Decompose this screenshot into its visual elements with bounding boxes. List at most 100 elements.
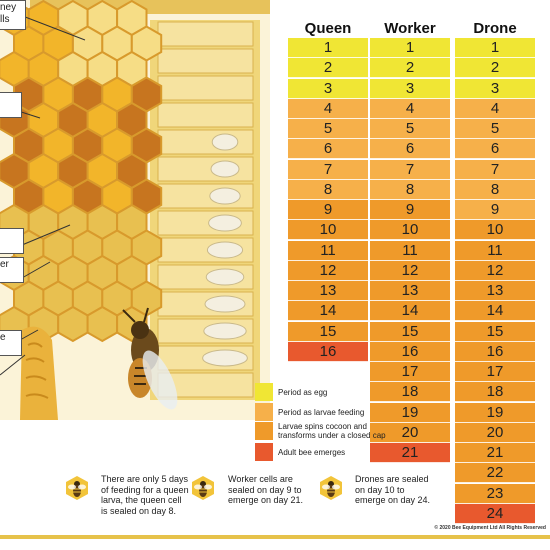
honeycomb-illustration xyxy=(0,0,270,420)
comb-side-section xyxy=(150,20,260,400)
queen-day-cell: 4 xyxy=(288,98,368,119)
drone-day-cell: 15 xyxy=(455,321,535,342)
drone-day-cell: 12 xyxy=(455,260,535,281)
larva-shape xyxy=(203,322,247,340)
drone-day-cell: 18 xyxy=(455,382,535,403)
hex-cell xyxy=(86,305,119,343)
legend-label-cocoon: Larvae spins cocoon and transforms under… xyxy=(278,422,386,440)
queen-day-cell: 12 xyxy=(288,260,368,281)
drone-day-cell: 4 xyxy=(455,98,535,119)
hex-cell xyxy=(57,305,89,343)
drone-day-cell: 1 xyxy=(455,38,535,58)
queen-bee-icon xyxy=(66,476,88,500)
worker-day-cell: 4 xyxy=(370,98,450,119)
drone-day-cell: 5 xyxy=(455,119,535,139)
column-title-queen: Queen xyxy=(304,20,352,37)
drone-day-cell: 3 xyxy=(455,78,535,99)
legend-swatch-larva xyxy=(255,403,273,421)
column-title-worker: Worker xyxy=(384,20,436,37)
queen-day-cell: 14 xyxy=(288,301,368,322)
drone-day-cell: 14 xyxy=(455,301,535,322)
queen-day-cell: 11 xyxy=(288,240,368,261)
queen-day-cell: 1 xyxy=(288,38,368,58)
worker-bee-icon xyxy=(192,476,214,500)
queen-day-cell: 9 xyxy=(288,200,368,220)
worker-day-cell: 8 xyxy=(370,179,450,200)
legend-label-egg: Period as egg xyxy=(278,388,328,397)
larva-shape xyxy=(210,160,240,178)
queen-day-cell: 8 xyxy=(288,179,368,200)
queen-day-cell: 5 xyxy=(288,119,368,139)
note-text: Worker cells are sealed on day 9 to emer… xyxy=(228,474,304,505)
drone-day-cell: 8 xyxy=(455,179,535,200)
worker-day-cell: 6 xyxy=(370,139,450,160)
worker-day-cell: 7 xyxy=(370,159,450,180)
callout-honey-cells: ney lls xyxy=(0,0,26,30)
drone-day-cell: 24 xyxy=(455,503,535,524)
legend-swatch-egg xyxy=(255,383,273,401)
callout-leader-3 xyxy=(21,224,71,246)
worker-day-cell: 9 xyxy=(370,200,450,220)
bee-icon xyxy=(122,307,178,410)
worker-day-cell: 18 xyxy=(370,382,450,403)
callout-box-3 xyxy=(0,228,24,254)
queen-day-cell: 2 xyxy=(288,58,368,79)
worker-day-cell: 20 xyxy=(370,422,450,443)
queen-day-cell: 15 xyxy=(288,321,368,342)
side-cell xyxy=(157,48,254,74)
worker-day-cell: 17 xyxy=(370,362,450,382)
worker-day-cell: 11 xyxy=(370,240,450,261)
hex-cells xyxy=(0,0,163,343)
drone-day-cell: 17 xyxy=(455,362,535,382)
queen-day-cell: 13 xyxy=(288,281,368,301)
worker-day-cell: 15 xyxy=(370,321,450,342)
side-cell xyxy=(157,129,254,155)
legend-swatch-cocoon xyxy=(255,422,273,440)
worker-day-cell: 10 xyxy=(370,220,450,241)
bottom-bar xyxy=(0,535,550,539)
queen-day-cell: 3 xyxy=(288,78,368,99)
drone-day-cell: 6 xyxy=(455,139,535,160)
worker-day-cell: 13 xyxy=(370,281,450,301)
callout-leader-6 xyxy=(0,354,26,376)
queen-day-cell: 6 xyxy=(288,139,368,160)
side-cell xyxy=(157,75,254,101)
worker-day-cell: 3 xyxy=(370,78,450,99)
side-cell xyxy=(157,102,254,128)
queen-cell xyxy=(20,326,58,420)
drone-day-cell: 23 xyxy=(455,483,535,504)
worker-day-cell: 19 xyxy=(370,402,450,423)
callout-box-5: e xyxy=(0,330,22,356)
larva-shape xyxy=(204,295,246,313)
callout-box-4: er xyxy=(0,257,24,283)
drone-day-cell: 11 xyxy=(455,240,535,261)
queen-day-cell: 7 xyxy=(288,159,368,180)
larva-shape xyxy=(206,241,244,259)
legend-label-larva: Period as larvae feeding xyxy=(278,408,365,417)
larva-shape xyxy=(205,268,245,286)
note-text: Drones are sealed on day 10 to emerge on… xyxy=(355,474,431,505)
drone-day-cell: 19 xyxy=(455,402,535,423)
queen-day-cell: 10 xyxy=(288,220,368,241)
drone-day-cell: 20 xyxy=(455,422,535,443)
worker-day-cell: 5 xyxy=(370,119,450,139)
legend-swatch-adult xyxy=(255,443,273,461)
note-text: There are only 5 days of feeding for a q… xyxy=(101,474,189,516)
worker-day-cell: 2 xyxy=(370,58,450,79)
larva-shape xyxy=(209,187,241,205)
copyright-text: © 2020 Bee Equipment Ltd All Rights Rese… xyxy=(434,525,546,531)
callout-box-2 xyxy=(0,92,22,118)
drone-day-cell: 16 xyxy=(455,341,535,362)
worker-day-cell: 21 xyxy=(370,443,450,463)
column-title-drone: Drone xyxy=(473,20,517,37)
drone-day-cell: 2 xyxy=(455,58,535,79)
callout-leader-4 xyxy=(21,261,51,279)
drone-day-cell: 10 xyxy=(455,220,535,241)
worker-day-cell: 12 xyxy=(370,260,450,281)
legend-label-adult: Adult bee emerges xyxy=(278,448,346,457)
larva-shape xyxy=(202,349,248,367)
drone-day-cell: 9 xyxy=(455,200,535,220)
drone-day-cell: 7 xyxy=(455,159,535,180)
drone-day-cell: 21 xyxy=(455,443,535,463)
